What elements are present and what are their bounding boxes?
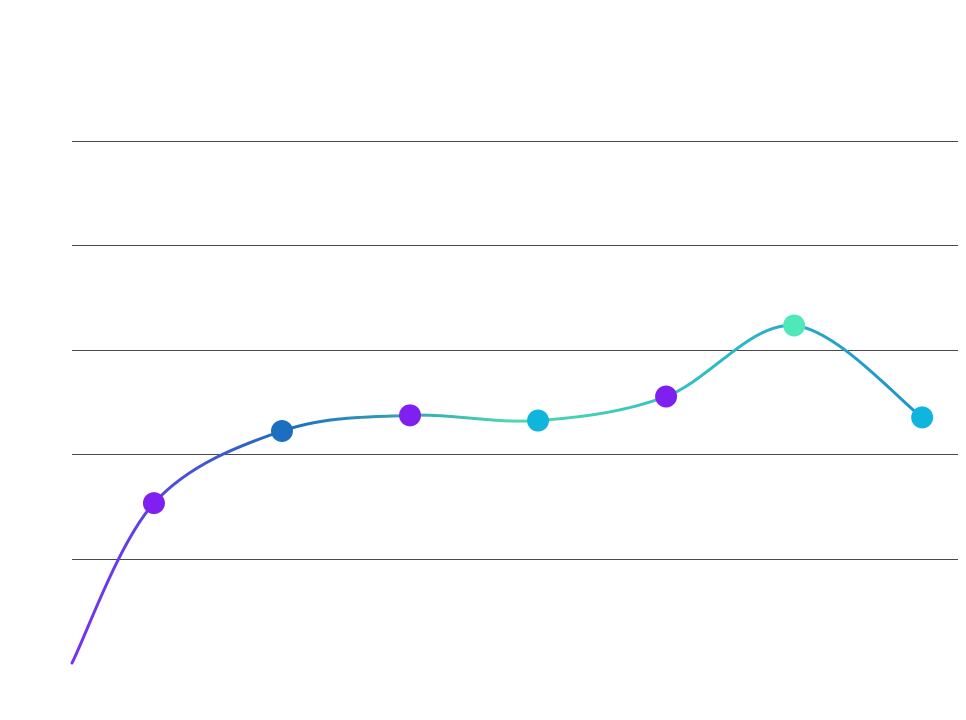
- data-point-2[interactable]: [399, 404, 422, 427]
- series-lines: [70, 323, 924, 665]
- series-line-0: [70, 323, 924, 665]
- data-point-6[interactable]: [911, 406, 934, 429]
- data-point-3[interactable]: [527, 409, 550, 432]
- data-point-4[interactable]: [655, 385, 678, 408]
- data-point-0[interactable]: [142, 492, 165, 515]
- data-point-5[interactable]: [783, 314, 806, 337]
- y-gridlines: [72, 141, 958, 560]
- data-point-1[interactable]: [270, 420, 293, 443]
- data-points: [142, 314, 934, 515]
